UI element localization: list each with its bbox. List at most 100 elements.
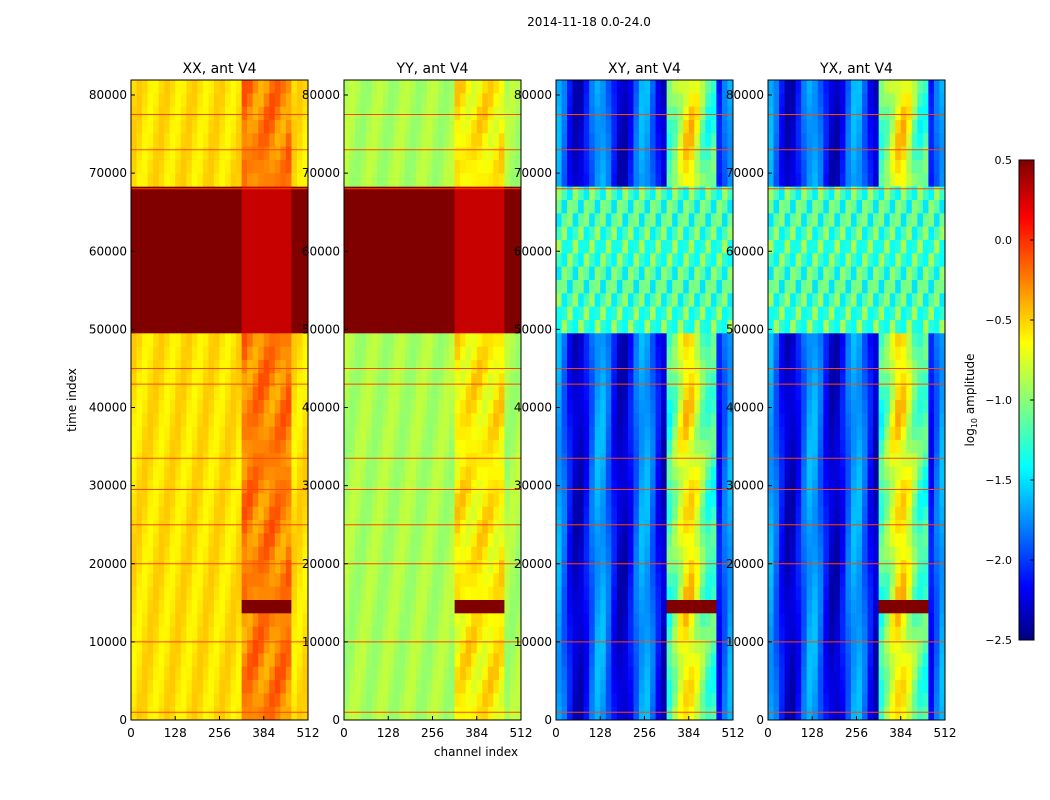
heatmap-cell bbox=[454, 333, 461, 348]
heatmap-cell bbox=[291, 400, 298, 414]
heatmap-cell bbox=[404, 600, 411, 614]
heatmap-cell bbox=[269, 173, 276, 188]
heatmap-cell bbox=[716, 653, 723, 668]
heatmap-cell bbox=[180, 520, 187, 534]
heatmap-cell bbox=[197, 373, 204, 388]
heatmap-cell bbox=[784, 106, 791, 121]
heatmap-cell bbox=[426, 346, 433, 361]
heatmap-cell bbox=[208, 480, 215, 494]
heatmap-cell bbox=[382, 400, 389, 414]
heatmap-cell bbox=[344, 693, 350, 708]
heatmap-cell bbox=[219, 213, 226, 228]
heatmap-cell bbox=[578, 173, 585, 188]
heatmap-cell bbox=[611, 693, 618, 708]
heatmap-cell bbox=[449, 133, 456, 148]
heatmap-cell bbox=[415, 520, 422, 534]
heatmap-cell bbox=[415, 586, 422, 601]
heatmap-cell bbox=[197, 346, 204, 361]
heatmap-cell bbox=[633, 200, 640, 214]
heatmap-cell bbox=[252, 626, 259, 641]
heatmap-cell bbox=[230, 213, 237, 228]
heatmap-cell bbox=[280, 506, 287, 521]
heatmap-cell bbox=[509, 173, 516, 188]
heatmap-cell bbox=[197, 586, 204, 601]
heatmap-cell bbox=[482, 266, 489, 281]
heatmap-cell bbox=[230, 520, 237, 534]
heatmap-cell bbox=[710, 266, 717, 281]
heatmap-cell bbox=[699, 213, 706, 228]
heatmap-cell bbox=[438, 706, 444, 721]
heatmap-cell bbox=[721, 200, 728, 214]
heatmap-cell bbox=[191, 560, 198, 574]
heatmap-cell bbox=[721, 586, 728, 601]
heatmap-cell bbox=[191, 613, 198, 628]
heatmap-cell bbox=[438, 133, 444, 148]
heatmap-cell bbox=[449, 626, 456, 641]
heatmap-cell bbox=[404, 146, 411, 161]
heatmap-cell bbox=[280, 466, 287, 481]
heatmap-cell bbox=[509, 506, 516, 521]
heatmap-cell bbox=[515, 373, 522, 388]
heatmap-cell bbox=[236, 213, 243, 228]
heatmap-cell bbox=[230, 493, 237, 508]
heatmap-cell bbox=[241, 453, 248, 468]
heatmap-cell bbox=[578, 680, 585, 694]
heatmap-cell bbox=[247, 160, 254, 174]
heatmap-cell bbox=[465, 120, 472, 134]
heatmap-cell bbox=[867, 93, 874, 108]
heatmap-cell bbox=[710, 426, 717, 441]
heatmap-cell bbox=[600, 160, 607, 174]
heatmap-cell bbox=[302, 706, 309, 721]
heatmap-cell bbox=[263, 600, 270, 614]
heatmap-cell bbox=[672, 693, 679, 708]
heatmap-cell bbox=[666, 400, 673, 414]
heatmap-cell bbox=[655, 266, 662, 281]
heatmap-cell bbox=[482, 560, 489, 574]
heatmap-cell bbox=[236, 186, 243, 201]
heatmap-cell bbox=[572, 573, 579, 588]
heatmap-cell bbox=[471, 93, 478, 108]
heatmap-cell bbox=[302, 480, 309, 494]
y-tick-label: 30000 bbox=[89, 479, 127, 493]
heatmap-cell bbox=[415, 80, 422, 94]
heatmap-cell bbox=[449, 493, 456, 508]
heatmap-cell bbox=[263, 400, 270, 414]
heatmap-cell bbox=[644, 506, 651, 521]
heatmap-cell bbox=[360, 586, 367, 601]
heatmap-cell bbox=[302, 386, 309, 401]
heatmap-cell bbox=[471, 386, 478, 401]
heatmap-cell bbox=[727, 506, 734, 521]
x-tick-label: 256 bbox=[421, 726, 444, 740]
heatmap-cell bbox=[291, 680, 298, 694]
heatmap-cell bbox=[410, 426, 417, 441]
heatmap-cell bbox=[136, 346, 143, 361]
heatmap-cell bbox=[142, 453, 148, 468]
heatmap-cell bbox=[699, 93, 706, 108]
heatmap-cell bbox=[454, 213, 461, 228]
heatmap-cell bbox=[465, 600, 472, 614]
heatmap-cell bbox=[191, 253, 198, 268]
heatmap-cell bbox=[382, 546, 389, 561]
heatmap-cell bbox=[666, 706, 673, 721]
heatmap-cell bbox=[589, 600, 596, 614]
heatmap-cell bbox=[230, 200, 237, 214]
heatmap-cell bbox=[578, 360, 585, 374]
heatmap-cell bbox=[633, 373, 640, 388]
heatmap-cell bbox=[443, 693, 450, 708]
heatmap-cell bbox=[487, 613, 494, 628]
heatmap-cell bbox=[476, 293, 483, 308]
heatmap-cell bbox=[388, 653, 395, 668]
heatmap-cell bbox=[142, 173, 148, 188]
heatmap-cell bbox=[594, 253, 601, 268]
heatmap-cell bbox=[344, 146, 350, 161]
heatmap-cell bbox=[600, 413, 607, 428]
heatmap-cell bbox=[460, 573, 467, 588]
heatmap-cell bbox=[280, 520, 287, 534]
heatmap-cell bbox=[415, 120, 422, 134]
heatmap-cell bbox=[672, 373, 679, 388]
heatmap-cell bbox=[175, 693, 182, 708]
heatmap-cell bbox=[415, 266, 422, 281]
heatmap-cell bbox=[147, 640, 154, 654]
heatmap-cell bbox=[274, 666, 281, 681]
heatmap-cell bbox=[269, 346, 276, 361]
